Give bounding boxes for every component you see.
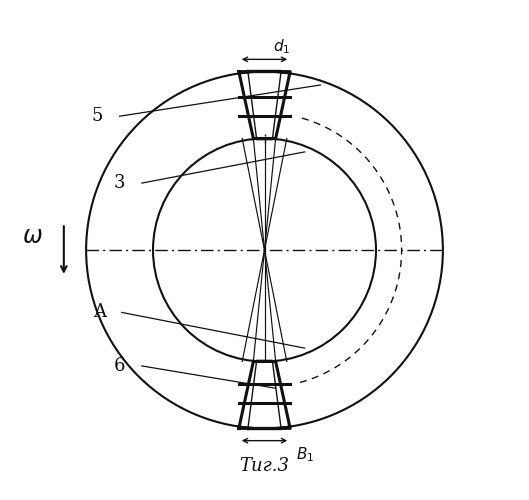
Text: A: A bbox=[93, 304, 106, 322]
Text: 3: 3 bbox=[114, 174, 125, 192]
Text: 5: 5 bbox=[92, 107, 103, 125]
Text: Τиг.3: Τиг.3 bbox=[240, 458, 289, 475]
Text: $d_1$: $d_1$ bbox=[273, 38, 291, 56]
Text: $B_1$: $B_1$ bbox=[296, 445, 314, 464]
Text: $\omega$: $\omega$ bbox=[22, 225, 43, 248]
Text: 6: 6 bbox=[114, 357, 125, 375]
